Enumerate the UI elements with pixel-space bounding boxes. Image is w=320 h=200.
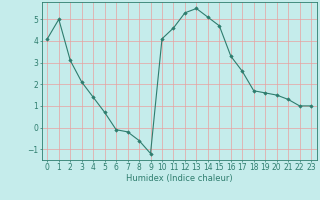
X-axis label: Humidex (Indice chaleur): Humidex (Indice chaleur): [126, 174, 233, 183]
